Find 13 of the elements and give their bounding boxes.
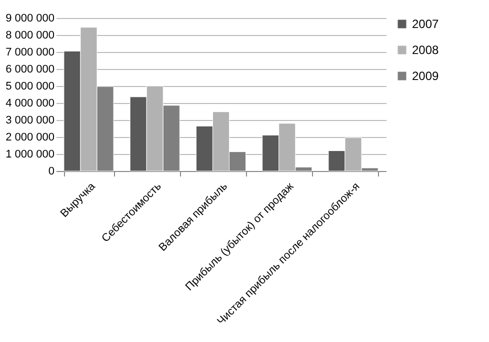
y-tick-label: 7 000 000: [6, 46, 54, 58]
y-tick-label: 9 000 000: [6, 12, 54, 24]
y-tick-label: 2 000 000: [6, 132, 54, 144]
y-tick-label: 5 000 000: [6, 80, 54, 92]
y-tick-label: 6 000 000: [6, 64, 54, 76]
y-tick-label: 3 000 000: [6, 114, 54, 126]
legend-label: 2009: [412, 69, 440, 83]
legend-label: 2007: [412, 17, 440, 31]
y-tick-label: 0: [48, 166, 54, 178]
y-tick-label: 4 000 000: [6, 98, 54, 110]
legend-label: 2008: [412, 43, 440, 57]
y-tick-label: 1 000 000: [6, 148, 54, 160]
y-tick-label: 8 000 000: [6, 30, 54, 42]
